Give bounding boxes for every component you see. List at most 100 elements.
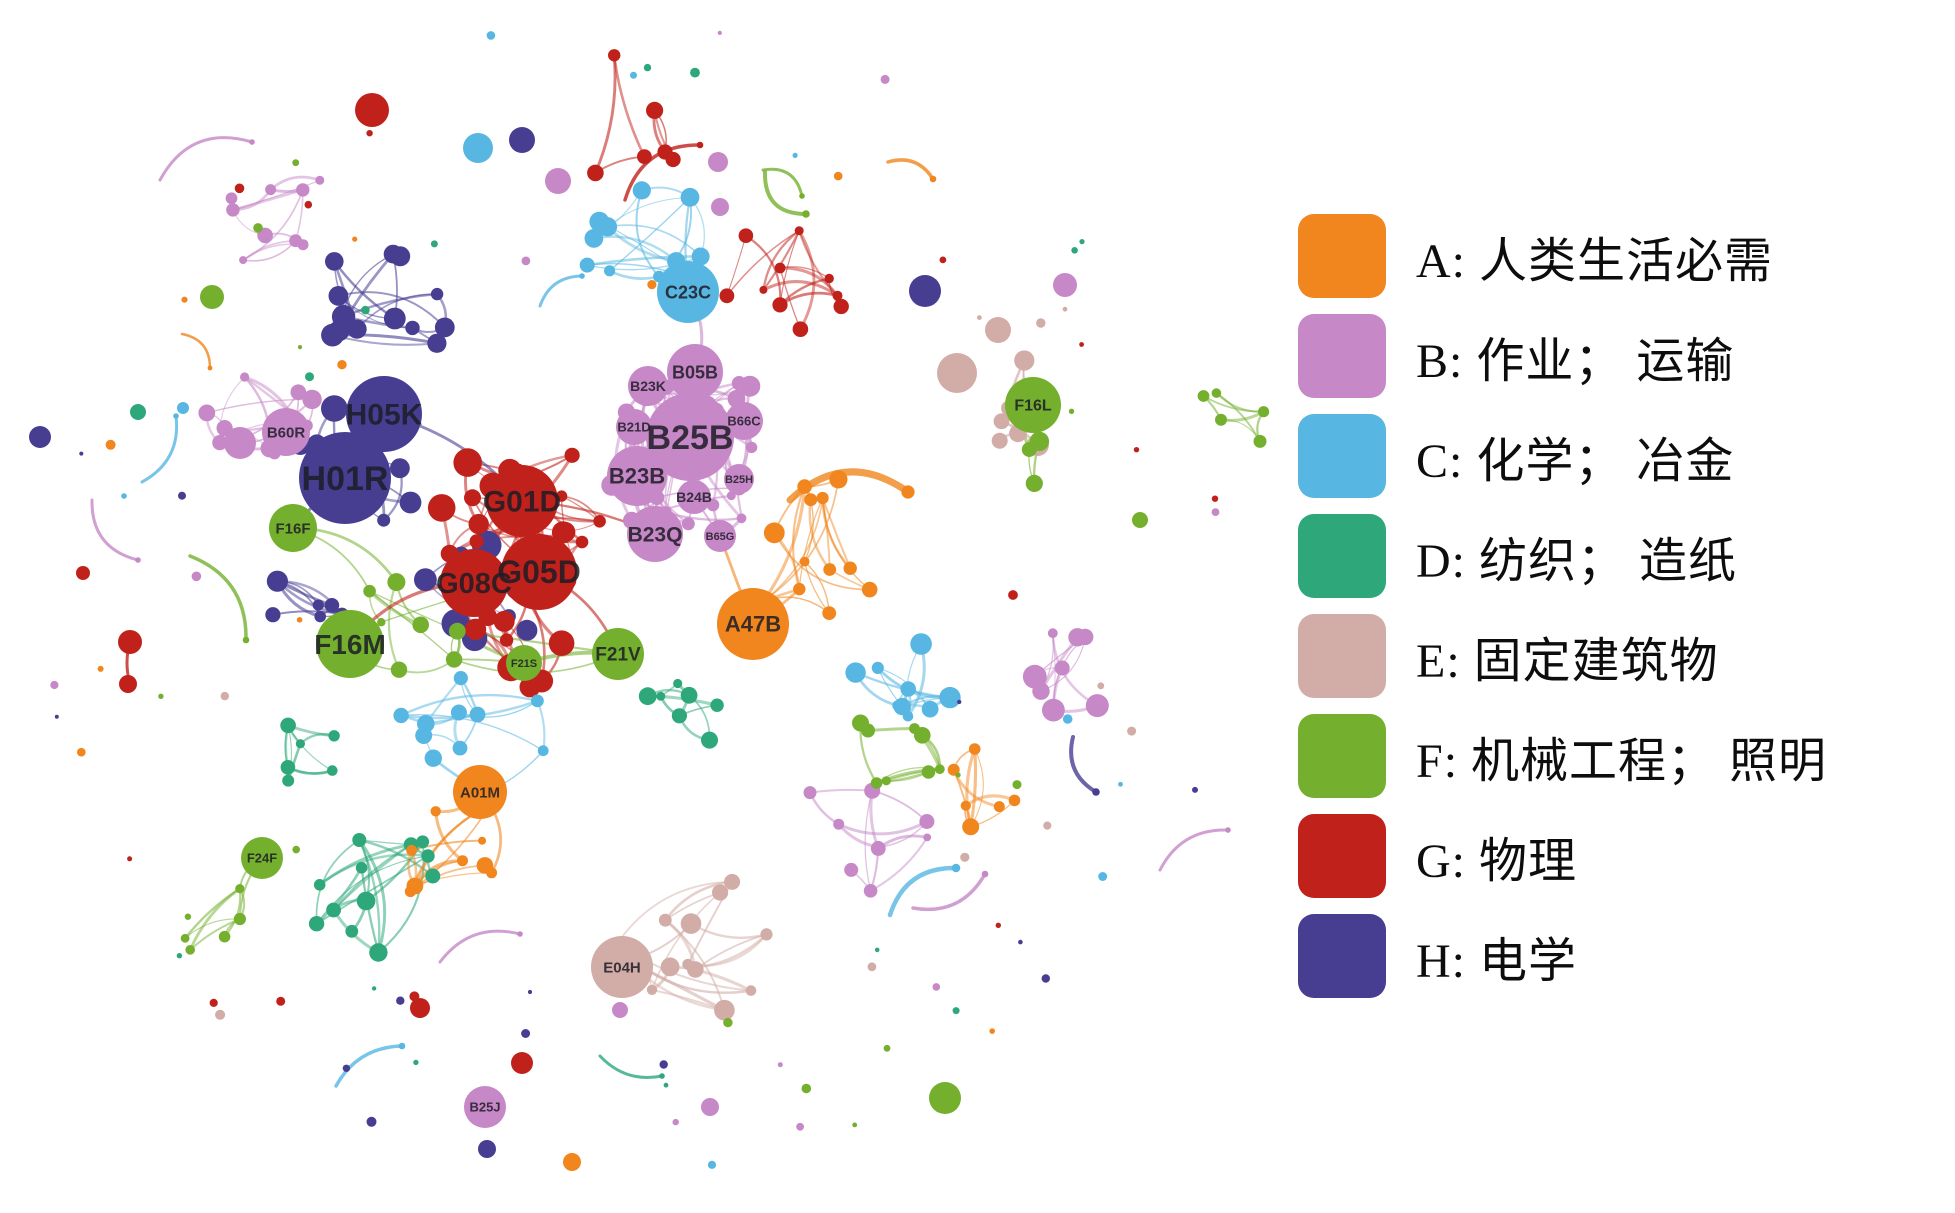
legend-label-c: C: 化学； 冶金 [1416,435,1735,488]
graph-node [680,187,700,207]
graph-edge [458,700,539,718]
graph-node [302,389,322,410]
graph-arc-dot [173,413,179,419]
graph-edge [434,809,465,863]
graph-edge [797,229,816,331]
graph-node [701,1098,719,1116]
graph-node [265,184,277,196]
graph-node [1054,660,1070,676]
legend-swatch-e [1298,614,1386,698]
graph-node [604,265,616,277]
graph-node [399,491,422,514]
graph-dot [955,772,961,778]
graph-node [555,490,568,502]
graph-node [226,203,240,217]
graph-arc [761,167,804,198]
graph-edge [318,843,413,887]
graph-node [1211,388,1222,398]
graph-node [900,681,916,697]
graph-arc-dot [799,193,805,199]
graph-node [760,928,773,941]
graph-node [563,1153,581,1171]
graph-dot [1079,239,1085,245]
graph-node [448,622,466,640]
graph-node [1047,628,1058,639]
graph-edge [664,919,726,1012]
graph-node [290,384,307,401]
graph-node [968,743,981,755]
legend-label-g: G: 物理 [1416,835,1578,888]
graph-node-label-F16L: F16L [1014,398,1052,415]
graph-node-H01R [299,432,391,524]
graph-node-label-A47B: A47B [725,612,781,637]
graph-node [861,581,878,598]
graph-dot [995,922,1001,928]
graph-node [406,844,417,856]
graph-edge [606,224,702,258]
graph-node [824,273,834,284]
graph-edge [869,836,929,892]
graph-node [708,152,728,172]
graph-node [910,633,932,655]
graph-dot [184,913,192,920]
graph-dot [234,183,245,194]
graph-node [555,521,576,543]
graph-dot [521,1029,531,1038]
graph-node [233,912,246,926]
graph-node [937,353,977,393]
graph-node [833,298,849,315]
graph-node [724,873,741,890]
graph-node [772,297,788,313]
graph-node [871,661,884,675]
graph-dot [276,996,286,1006]
graph-node [452,740,468,756]
graph-node [425,868,441,884]
graph-dot [413,1059,419,1066]
graph-edge [315,839,361,925]
graph-node [282,774,295,787]
graph-edge [761,280,840,298]
graph-node [450,704,467,721]
graph-node [803,786,817,800]
graph-node [478,1140,496,1158]
graph-node-G08C [440,549,508,617]
graph-edge [668,933,768,969]
graph-dot [396,996,405,1005]
graph-dot [361,305,370,315]
graph-node-F16M [316,610,384,678]
graph-node-F16L [1005,377,1061,433]
graph-arc-dot [249,139,255,145]
graph-arc [762,170,808,216]
graph-edge [778,266,840,298]
graph-edge [536,699,546,752]
graph-node [657,144,673,160]
graph-node [564,447,580,463]
graph-node [1132,512,1148,528]
graph-dot [957,699,962,705]
graph-node [315,175,325,185]
graph-edge [808,498,831,571]
graph-node [377,618,386,627]
graph-edge [837,820,929,836]
graph-dot [158,693,164,699]
graph-node [499,633,514,647]
graph-node [712,884,729,901]
graph-node [545,168,571,194]
graph-node [597,217,618,237]
graph-dot [527,989,533,995]
graph-dot [852,1122,858,1128]
graph-dot [647,280,657,290]
graph-node [714,999,735,1021]
graph-node-label-G05D: G05D [497,554,581,590]
graph-node [793,582,806,596]
graph-node [280,760,296,775]
graph-arc-dot [1092,788,1100,796]
graph-node [843,561,857,575]
legend-item-h: H: 电学 [1298,914,1827,998]
graph-arc [911,872,987,912]
graph-node [239,256,248,265]
graph-edge [762,497,824,602]
graph-dot [939,256,947,264]
graph-node [1021,442,1037,457]
